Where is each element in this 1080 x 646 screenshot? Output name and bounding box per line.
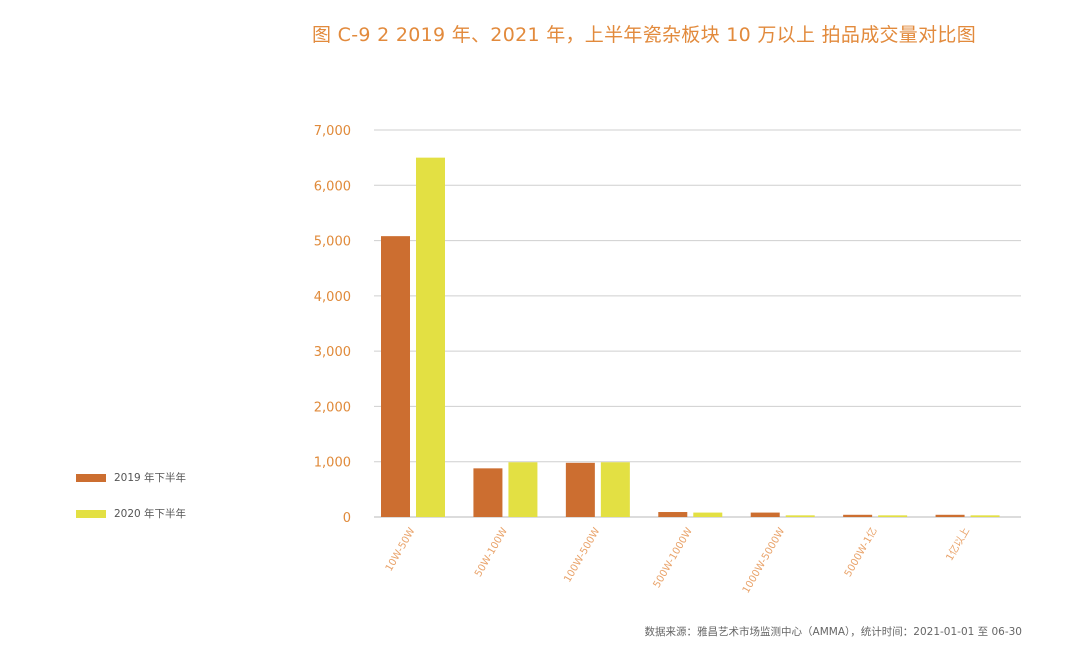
bar-2020-0 — [416, 157, 445, 517]
bar-2019-3 — [658, 512, 688, 517]
bar-2020-2 — [600, 462, 630, 517]
chart-title: 图 C-9 2 2019 年、2021 年，上半年瓷杂板块 10 万以上 拍品成… — [312, 24, 977, 46]
y-tick-label: 5,000 — [314, 235, 351, 250]
y-tick-label: 1,000 — [314, 456, 351, 471]
y-tick-label: 6,000 — [314, 179, 351, 194]
bar-2020-4 — [785, 515, 815, 517]
x-tick-label: 1000W-5000W — [741, 526, 788, 596]
x-tick-label: 100W-500W — [562, 526, 602, 585]
legend-swatch-2019 — [76, 474, 106, 482]
y-tick-label: 7,000 — [314, 124, 351, 139]
bar-2019-2 — [565, 462, 595, 517]
x-tick-label: 5000W-1亿 — [841, 525, 880, 579]
x-tick-label: 1亿以上 — [943, 525, 972, 563]
bar-2020-1 — [508, 462, 538, 517]
bar-2019-6 — [935, 514, 965, 517]
y-tick-label: 3,000 — [314, 345, 351, 360]
source-note: 数据来源：雅昌艺术市场监测中心（AMMA），统计时间：2021-01-01 至 … — [644, 626, 1022, 638]
legend-label-2020: 2020 年下半年 — [114, 508, 187, 520]
y-tick-label: 2,000 — [314, 400, 351, 415]
x-tick-label: 10W-50W — [384, 526, 418, 574]
x-tick-label: 500W-1000W — [652, 526, 695, 590]
bar-2019-4 — [750, 512, 780, 517]
legend-swatch-2020 — [76, 510, 106, 518]
legend-item-2020: 2020 年下半年 — [76, 506, 186, 521]
y-tick-label: 4,000 — [314, 290, 351, 305]
legend-label-2019: 2019 年下半年 — [114, 472, 187, 484]
x-tick-label: 50W-100W — [473, 526, 510, 579]
y-tick-label: 0 — [343, 511, 351, 526]
legend-item-2019: 2019 年下半年 — [76, 470, 186, 485]
bar-2019-5 — [843, 514, 873, 517]
bar-2019-1 — [473, 468, 503, 517]
bar-2020-5 — [878, 515, 908, 517]
bar-2020-3 — [693, 512, 723, 517]
bar-2020-6 — [970, 515, 1000, 517]
bar-2019-0 — [381, 236, 410, 518]
